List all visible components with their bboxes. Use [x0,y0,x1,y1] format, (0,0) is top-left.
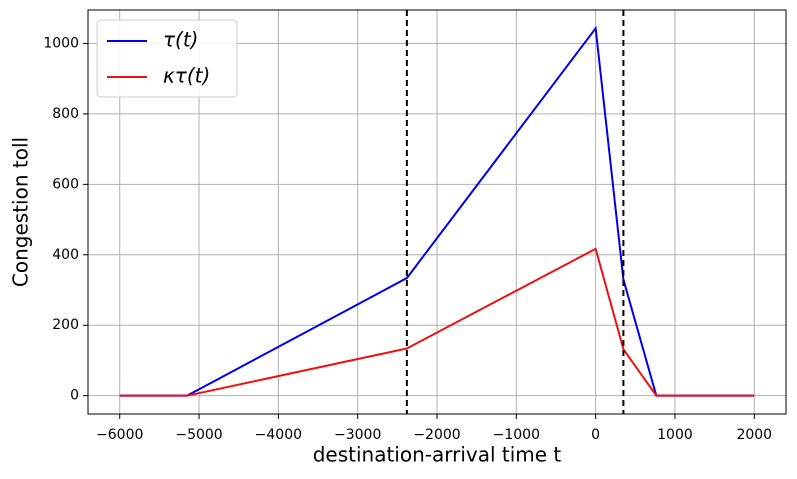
x-tick-label: −3000 [334,427,381,443]
legend-label: τ(t) [163,28,199,52]
x-tick-label: −4000 [255,427,302,443]
y-tick-label: 1000 [43,35,79,51]
x-tick-label: 1000 [657,427,693,443]
y-tick-label: 200 [52,317,79,333]
x-tick-label: −1000 [493,427,540,443]
x-tick-label: −5000 [175,427,222,443]
x-axis-label: destination-arrival time t [313,443,562,467]
plot-frame [87,9,787,415]
legend-label: κτ(t) [163,64,210,88]
y-tick-label: 800 [52,106,79,122]
y-tick-label: 600 [52,176,79,192]
series-line [119,247,755,397]
x-tick-label: 0 [591,427,600,443]
y-axis-label: Congestion toll [9,137,33,287]
y-tick-label: 0 [70,388,79,404]
x-tick-label: −6000 [96,427,143,443]
y-tick-label: 400 [52,247,79,263]
x-tick-label: −2000 [413,427,460,443]
x-tick-label: 2000 [736,427,772,443]
